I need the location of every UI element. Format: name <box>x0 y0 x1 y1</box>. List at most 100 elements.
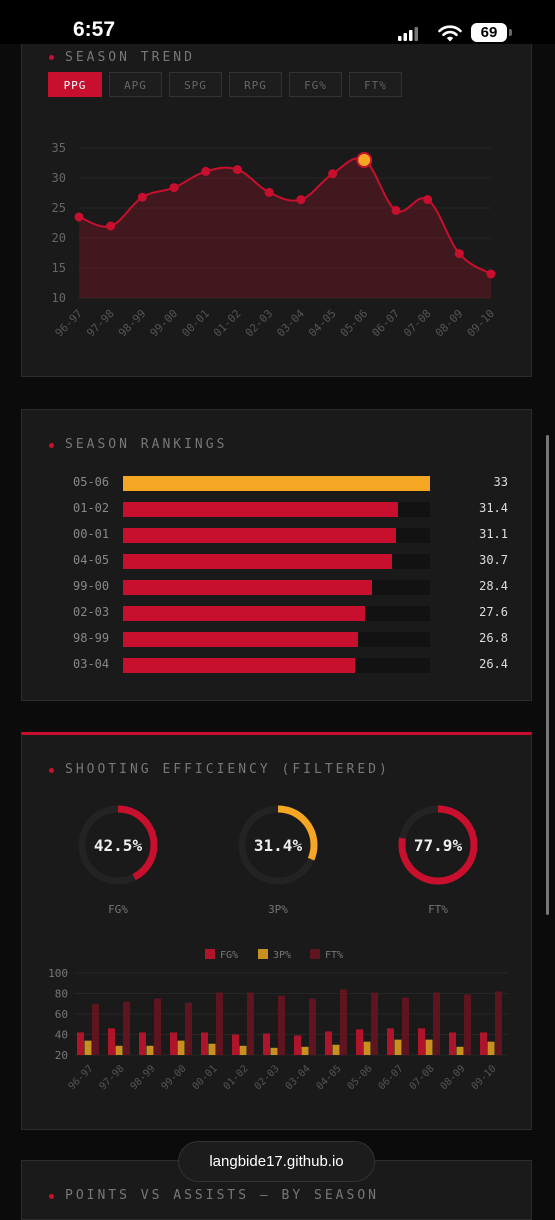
x-tick-label: 03-04 <box>284 1063 313 1092</box>
donut-label: 3P% <box>268 903 288 916</box>
legend-swatch <box>310 949 320 959</box>
section-title: SHOOTING EFFICIENCY (FILTERED) <box>65 762 390 777</box>
shooting-efficiency-card: SHOOTING EFFICIENCY (FILTERED) 42.5% FG% 3… <box>21 732 532 1130</box>
efficiency-bar <box>139 1032 146 1055</box>
tab-ppg[interactable]: PPG <box>48 72 102 97</box>
battery-tip <box>509 29 512 36</box>
section-dot <box>49 55 54 60</box>
x-tick-label: 00-01 <box>179 307 212 340</box>
rank-value: 31.1 <box>479 527 508 541</box>
efficiency-bar <box>77 1032 84 1055</box>
data-point <box>454 249 464 259</box>
efficiency-bar <box>92 1003 99 1055</box>
x-tick-label: 08-09 <box>433 307 466 340</box>
legend-label: FT% <box>325 950 343 961</box>
efficiency-bar <box>394 1039 402 1055</box>
rank-bar-track <box>123 554 430 569</box>
donut-value: 31.4% <box>254 836 303 855</box>
rank-bar-track <box>123 502 430 517</box>
x-tick-label: 96-97 <box>67 1063 96 1092</box>
x-tick-label: 99-00 <box>148 307 181 340</box>
rank-season-label: 99-00 <box>73 579 110 593</box>
tab-ft[interactable]: FT% <box>349 72 402 97</box>
tab-apg[interactable]: APG <box>109 72 162 97</box>
rank-value: 26.4 <box>479 657 508 671</box>
status-time: 6:57 <box>73 18 116 41</box>
efficiency-bar <box>270 1047 278 1055</box>
efficiency-bar <box>208 1043 216 1055</box>
donut-arc <box>398 805 478 885</box>
rank-value: 27.6 <box>479 605 508 619</box>
efficiency-bar <box>418 1028 425 1055</box>
x-tick-label: 09-10 <box>465 307 498 340</box>
x-tick-label: 01-02 <box>222 1063 251 1092</box>
data-point <box>423 195 433 205</box>
rank-bar-track <box>123 658 430 673</box>
efficiency-bar <box>325 1031 332 1055</box>
rank-bar <box>123 632 358 647</box>
rank-bar-track <box>123 528 430 543</box>
y-tick-label: 100 <box>48 967 68 980</box>
efficiency-bar <box>301 1046 309 1055</box>
x-tick-label: 02-03 <box>243 307 276 340</box>
tab-fg[interactable]: FG% <box>289 72 342 97</box>
rank-bar <box>123 606 365 621</box>
tab-rpg[interactable]: RPG <box>229 72 282 97</box>
legend-label: 3P% <box>273 950 291 961</box>
data-point <box>296 195 306 205</box>
section-title: SEASON RANKINGS <box>65 437 228 452</box>
data-point <box>486 269 496 279</box>
wifi-icon <box>438 25 462 42</box>
section-title: POINTS VS ASSISTS — BY SEASON <box>65 1188 379 1203</box>
efficiency-bar <box>480 1032 487 1055</box>
battery-indicator: 69 <box>471 23 507 42</box>
efficiency-bar <box>177 1040 185 1055</box>
section-dot <box>49 443 54 448</box>
rank-bar <box>123 554 392 569</box>
data-point <box>328 169 338 179</box>
rank-season-label: 01-02 <box>73 501 110 515</box>
rank-value: 31.4 <box>479 501 508 515</box>
efficiency-bar <box>201 1032 208 1055</box>
efficiency-bar <box>464 994 471 1055</box>
rank-value: 28.4 <box>479 579 508 593</box>
efficiency-bar <box>154 998 161 1055</box>
rank-bar <box>123 658 355 673</box>
x-tick-label: 01-02 <box>211 307 244 340</box>
rank-season-label: 05-06 <box>73 475 110 489</box>
season-rankings-card: SEASON RANKINGS 05-06 33 01-02 31.4 00-01 31.… <box>21 409 532 701</box>
cellular-signal-icon <box>398 27 418 41</box>
rank-bar-track <box>123 632 430 647</box>
x-tick-label: 98-99 <box>116 307 149 340</box>
data-point <box>137 192 147 202</box>
efficiency-bar <box>371 992 378 1055</box>
x-tick-label: 99-00 <box>160 1063 189 1092</box>
x-tick-label: 04-05 <box>306 307 339 340</box>
efficiency-bar <box>146 1045 154 1055</box>
efficiency-bar <box>232 1034 239 1055</box>
x-tick-label: 05-06 <box>338 307 371 340</box>
rank-bar-track <box>123 476 430 491</box>
tab-spg[interactable]: SPG <box>169 72 222 97</box>
x-tick-label: 06-07 <box>377 1063 406 1092</box>
scrollbar[interactable] <box>546 435 549 915</box>
efficiency-bar <box>84 1040 92 1055</box>
url-bar[interactable]: langbide17.github.io <box>178 1141 375 1182</box>
y-tick-label: 20 <box>52 231 66 245</box>
donut-value: 42.5% <box>94 836 143 855</box>
rank-season-label: 98-99 <box>73 631 110 645</box>
data-point <box>201 166 211 176</box>
section-dot <box>49 1194 54 1199</box>
x-tick-label: 05-06 <box>346 1063 375 1092</box>
efficiency-bar <box>387 1028 394 1055</box>
efficiency-bar <box>425 1039 433 1055</box>
y-tick-label: 20 <box>55 1049 68 1062</box>
status-bar: 6:57 69 <box>0 0 555 44</box>
x-tick-label: 96-97 <box>53 307 86 340</box>
rank-season-label: 04-05 <box>73 553 110 567</box>
data-point <box>264 187 274 197</box>
rank-season-label: 03-04 <box>73 657 110 671</box>
y-tick-label: 15 <box>52 261 66 275</box>
data-point <box>356 152 373 168</box>
x-tick-label: 03-04 <box>274 307 307 340</box>
